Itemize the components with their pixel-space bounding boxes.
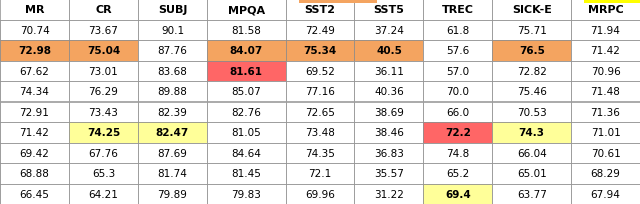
Bar — [299, 0, 377, 4]
Bar — [584, 0, 640, 4]
